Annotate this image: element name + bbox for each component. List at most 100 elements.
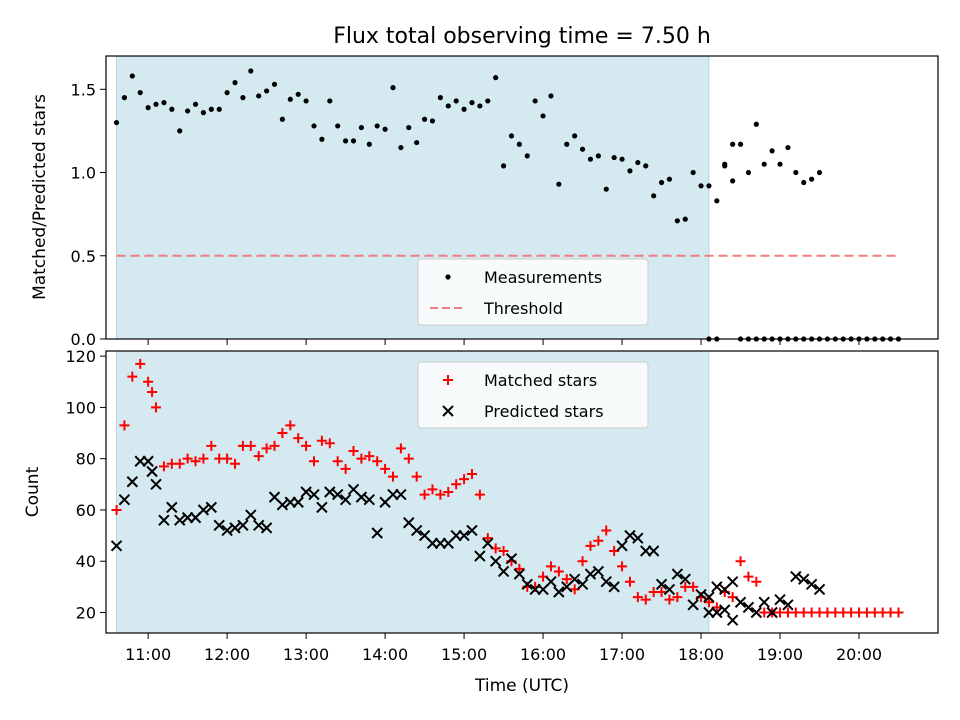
measurement-point xyxy=(816,169,823,176)
predicted-stars-point xyxy=(608,581,620,593)
count-panel: 20 40 60 80 100 120 11:00 12:00 13:00 14:00 15:00 1… xyxy=(65,347,939,664)
measurement-point xyxy=(714,336,720,342)
measurement-point xyxy=(406,124,412,131)
predicted-stars-point xyxy=(126,476,139,488)
measurement-point xyxy=(264,88,270,94)
matched-stars-point xyxy=(435,489,446,500)
measurement-point xyxy=(856,336,862,342)
predicted-stars-point xyxy=(600,576,612,588)
matched-stars-point xyxy=(561,574,572,585)
predicted-stars-point xyxy=(213,519,225,532)
x-tick-label: 15:00 xyxy=(441,645,487,664)
matched-stars-point xyxy=(190,456,201,467)
x-tick-label: 12:00 xyxy=(204,645,250,664)
measurement-point xyxy=(532,98,538,104)
matched-stars-point xyxy=(372,456,383,467)
predicted-stars-point xyxy=(711,581,723,593)
matched-stars-point xyxy=(743,571,754,582)
predicted-stars-point xyxy=(355,491,368,503)
measurement-point xyxy=(635,159,641,166)
matched-stars-point xyxy=(198,453,209,464)
measurement-point xyxy=(216,106,222,112)
measurement-point xyxy=(706,183,712,189)
matched-stars-point xyxy=(514,563,525,574)
predicted-stars-point xyxy=(695,588,707,601)
matched-stars-point xyxy=(135,358,146,369)
measurement-point xyxy=(785,336,791,342)
x-tick-label: 19:00 xyxy=(757,645,803,664)
measurement-point xyxy=(888,336,894,342)
predicted-stars-point xyxy=(782,599,794,611)
measurement-point xyxy=(548,93,554,99)
measurement-point xyxy=(745,169,752,176)
predicted-stars-point xyxy=(647,545,660,557)
predicted-stars-point xyxy=(142,455,154,467)
measurement-point xyxy=(564,141,570,147)
measurement-point xyxy=(319,136,325,142)
measurement-point xyxy=(753,336,759,342)
measurement-point xyxy=(895,336,902,342)
predicted-stars-point xyxy=(624,529,636,542)
matched-stars-point xyxy=(364,451,375,462)
y-tick-label: 120 xyxy=(65,347,96,366)
ratio-panel-frame xyxy=(105,55,939,340)
matched-stars-point xyxy=(253,451,264,462)
predicted-stars-point xyxy=(300,486,312,498)
matched-stars-point xyxy=(893,607,904,618)
matched-stars-point xyxy=(119,420,130,431)
legend-matched-marker xyxy=(443,375,453,385)
measurement-point xyxy=(350,138,357,144)
measurement-point xyxy=(801,336,807,342)
predicted-stars-point xyxy=(174,514,186,526)
predicted-stars-point xyxy=(118,493,131,506)
measurement-point xyxy=(761,336,767,342)
measurement-point xyxy=(785,144,791,151)
measurement-point xyxy=(177,128,183,134)
predicted-stars-point xyxy=(489,555,502,567)
y-tick-label: 40 xyxy=(76,552,96,571)
predicted-stars-point xyxy=(505,552,518,565)
measurement-point xyxy=(722,161,728,167)
measurement-point xyxy=(311,123,317,129)
measurement-point xyxy=(342,138,349,144)
measurement-point xyxy=(429,118,436,124)
matched-stars-point xyxy=(230,458,241,469)
predicted-stars-point xyxy=(663,583,676,596)
predicted-stars-point xyxy=(146,465,158,478)
predicted-stars-point xyxy=(553,586,565,598)
measurement-point xyxy=(508,133,515,139)
predicted-stars-point xyxy=(576,578,589,590)
ratio-panel: 0.0 0.5 1.0 1.5 Measurements Threshold xyxy=(71,55,939,349)
measurement-point xyxy=(769,148,775,154)
measurement-point xyxy=(335,123,341,129)
matched-stars-point xyxy=(427,484,438,495)
measurement-point xyxy=(248,68,254,74)
measurement-point xyxy=(824,336,831,342)
predicted-stars-point xyxy=(166,501,178,514)
measurement-point xyxy=(169,106,175,112)
measurement-point xyxy=(737,336,744,342)
predicted-stars-point xyxy=(324,486,336,498)
measurement-point xyxy=(643,163,649,169)
matched-stars-point xyxy=(324,438,335,449)
matched-stars-point xyxy=(151,402,162,413)
measurement-point xyxy=(271,81,278,87)
predicted-stars-point xyxy=(363,493,375,506)
measurement-point xyxy=(208,106,214,112)
measurement-point xyxy=(437,95,443,101)
measurement-point xyxy=(192,101,199,107)
y-tick-label: 1.5 xyxy=(71,80,96,99)
predicted-stars-point xyxy=(110,540,123,552)
matched-stars-point xyxy=(395,443,406,454)
predicted-stars-point xyxy=(482,537,494,549)
measurement-point xyxy=(864,336,870,342)
count-y-axis-label: Count xyxy=(23,466,43,517)
measurement-point xyxy=(161,100,167,106)
predicted-stars-point xyxy=(671,568,684,580)
predicted-stars-point xyxy=(616,540,628,552)
y-tick-label: 60 xyxy=(76,501,96,520)
predicted-stars-point xyxy=(734,596,747,608)
matched-stars-point xyxy=(498,545,509,556)
measurement-point xyxy=(832,336,838,342)
measurement-point xyxy=(714,198,720,204)
